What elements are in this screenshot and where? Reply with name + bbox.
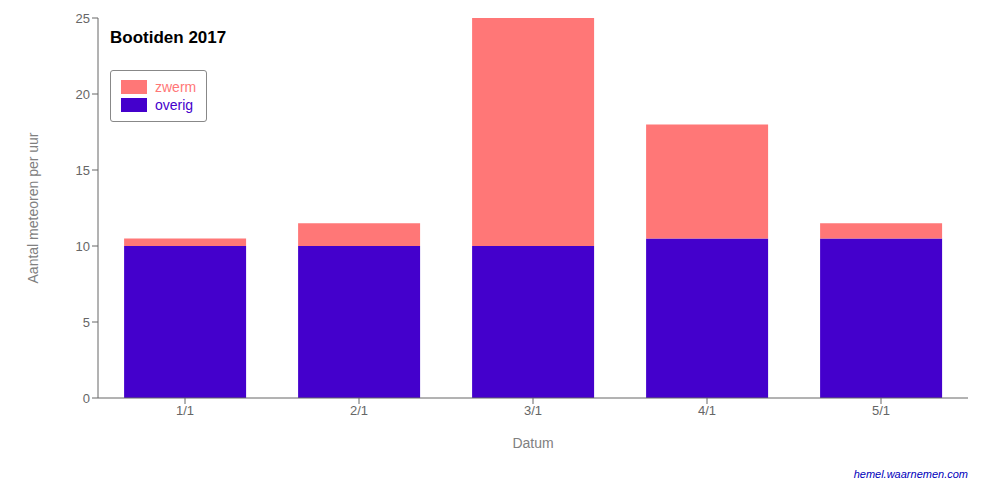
svg-text:Datum: Datum bbox=[512, 435, 553, 451]
svg-text:15: 15 bbox=[76, 163, 90, 178]
html-text:hemel.waarnemen.com: hemel.waarnemen.com bbox=[853, 468, 968, 480]
html-text:zwerm: zwerm bbox=[155, 79, 197, 95]
svg-text:10: 10 bbox=[76, 239, 90, 254]
html-text:overig: overig bbox=[155, 97, 194, 113]
svg-text:20: 20 bbox=[76, 87, 90, 102]
svg-text:3/1: 3/1 bbox=[524, 403, 542, 418]
svg-text:4/1: 4/1 bbox=[698, 403, 716, 418]
svg-text:1/1: 1/1 bbox=[176, 403, 194, 418]
svg-text:0: 0 bbox=[83, 391, 90, 406]
svg-text:2/1: 2/1 bbox=[350, 403, 368, 418]
html-text:Bootiden 2017: Bootiden 2017 bbox=[110, 28, 227, 47]
svg-text:5: 5 bbox=[83, 315, 90, 330]
svg-text:5/1: 5/1 bbox=[872, 403, 890, 418]
svg-text:25: 25 bbox=[76, 11, 90, 26]
svg-text:Aantal meteoren per uur: Aantal meteoren per uur bbox=[25, 132, 41, 283]
